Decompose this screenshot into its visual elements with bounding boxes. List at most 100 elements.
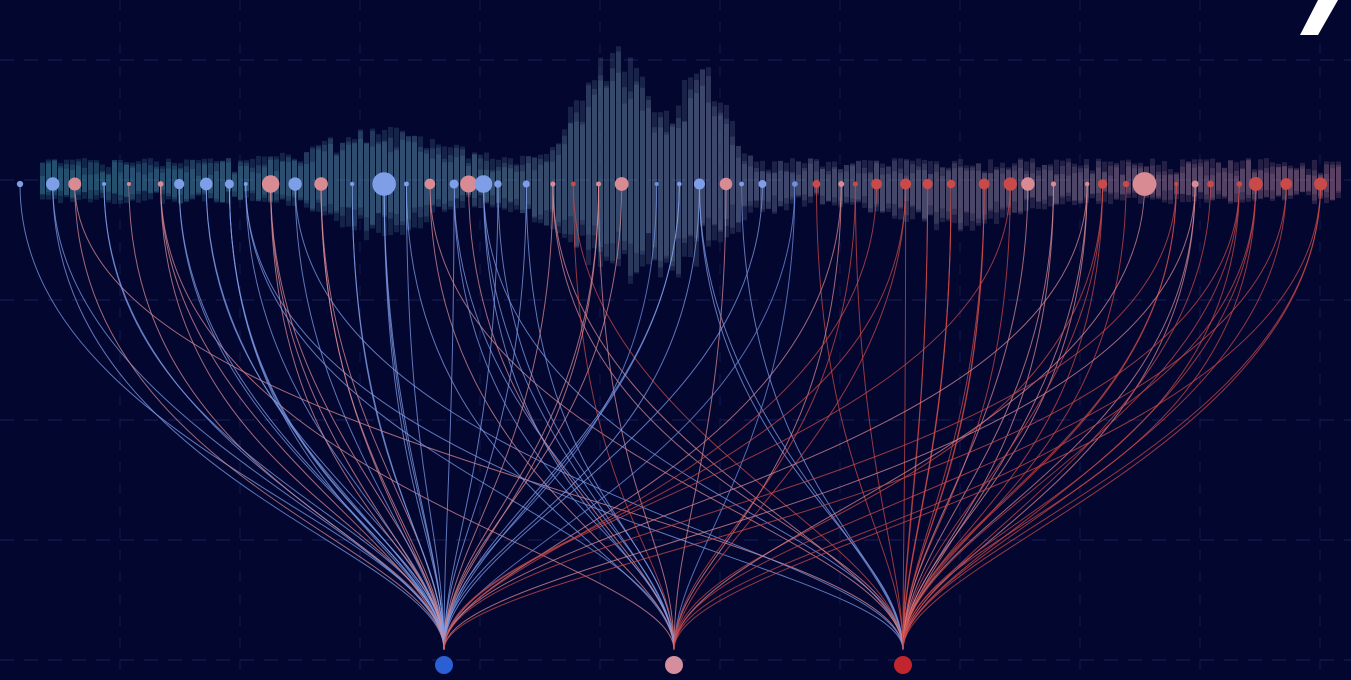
wave-bar [514,172,519,199]
top-node [1249,177,1263,191]
wave-bar [304,152,309,203]
wave-bar [1198,167,1203,192]
top-node [17,181,23,187]
wave-bar [316,145,321,200]
wave-bar [220,162,225,202]
wave-bar [94,174,99,190]
wave-bar [82,168,87,192]
wave-bar [214,163,219,201]
top-node [922,179,932,189]
top-node [288,177,301,190]
wave-bar [934,172,939,230]
wave-bar [964,171,969,212]
top-node [550,181,555,186]
wave-bar [256,173,261,201]
wave-bar [40,162,45,199]
wave-bar [190,160,195,195]
top-node [1280,178,1292,190]
top-node [720,178,732,190]
wave-bar [166,159,171,200]
wave-bar [1108,176,1113,205]
wave-bar [808,158,813,202]
wave-bar [1162,171,1167,202]
wave-bar [1072,167,1077,205]
wave-bar [1216,163,1221,194]
wave-bar [796,161,801,197]
wave-bar [442,159,447,204]
wave-bar [1186,162,1191,203]
wave-bar [682,122,687,243]
wave-bar [784,172,789,210]
wave-bar [910,173,915,207]
wave-bar [346,145,351,208]
wave-bar [64,169,69,195]
top-node [1051,181,1056,186]
top-node [372,172,396,196]
wave-bar [946,168,951,221]
wave-bar [1204,159,1209,194]
wave-bar [802,163,807,194]
wave-bar [502,163,507,210]
top-node [475,175,493,193]
wave-bar [1276,164,1281,196]
top-node [1098,179,1108,189]
top-node [494,180,502,188]
wave-bar [832,161,837,202]
wave-bar [340,143,345,227]
wave-bar [862,160,867,203]
wave-bar [826,171,831,201]
wave-bar [1042,165,1047,209]
wave-bar [916,170,921,211]
wave-bar [328,137,333,212]
wave-bar [1294,168,1299,195]
wave-bar [334,156,339,213]
wave-bar [748,156,753,206]
wave-bar [148,158,153,199]
top-node [979,179,990,190]
top-node [244,182,248,186]
wave-bar [562,144,567,220]
visualization [0,0,1351,680]
wave-bar [142,175,147,192]
wave-bar [280,161,285,198]
wave-bar [664,111,669,263]
wave-bar [622,87,627,250]
wave-bar [640,88,645,251]
wave-bar [310,162,315,212]
wave-bar [628,99,633,244]
wave-bar [532,158,537,218]
hub-node [894,656,912,674]
top-node [853,181,858,186]
top-node [200,178,213,191]
wave-bar [58,166,63,196]
wave-bar [928,174,933,205]
wave-bar [1048,166,1053,206]
wave-bar [688,90,693,235]
top-node [449,179,458,188]
wave-bar [868,172,873,212]
wave-bar [1114,163,1119,199]
wave-bar [244,166,249,191]
wave-bar [238,160,243,200]
wave-bar [364,142,369,240]
top-node [758,180,766,188]
wave-bar [844,172,849,197]
top-node [174,179,184,189]
wave-bar [430,139,435,206]
top-node [655,182,659,186]
wave-bar [436,145,441,208]
wave-bar [970,167,975,221]
wave-bar [358,129,363,215]
wave-bar [1054,175,1059,203]
wave-bar [754,162,759,202]
wave-bar [1300,166,1305,192]
top-node [1085,182,1090,187]
wave-bar [1264,158,1269,197]
wave-bar [1066,159,1071,193]
wave-bar [580,122,585,220]
wave-bar [886,167,891,212]
top-node [262,175,279,192]
wave-bar [976,163,981,218]
wave-bar [196,163,201,192]
wave-bar [820,169,825,204]
